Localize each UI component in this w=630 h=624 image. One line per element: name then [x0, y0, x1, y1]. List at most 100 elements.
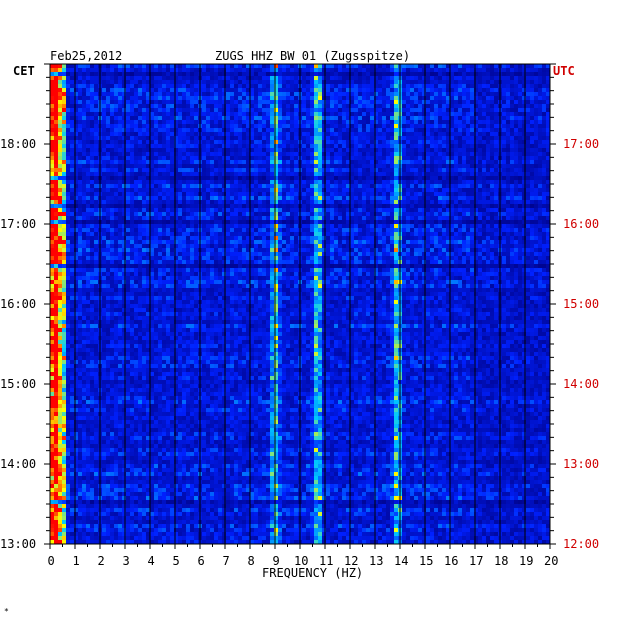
spectrogram-cell: [362, 92, 367, 96]
spectrogram-cell: [258, 188, 263, 192]
spectrogram-cell: [346, 180, 351, 184]
spectrogram-cell: [150, 200, 155, 204]
spectrogram-cell: [374, 220, 379, 224]
spectrogram-cell: [78, 68, 83, 72]
spectrogram-cell: [186, 180, 191, 184]
spectrogram-cell: [378, 180, 383, 184]
spectrogram-cell: [94, 172, 99, 176]
spectrogram-cell: [154, 120, 159, 124]
spectrogram-cell: [110, 96, 115, 100]
spectrogram-cell: [94, 100, 99, 104]
spectrogram-cell: [322, 140, 327, 144]
spectrogram-cell: [454, 72, 459, 76]
spectrogram-cell: [258, 176, 263, 180]
spectrogram-cell: [210, 108, 215, 112]
spectrogram-cell: [510, 156, 515, 160]
spectrogram-cell: [206, 160, 211, 164]
spectrogram-cell: [286, 200, 291, 204]
spectrogram-cell: [254, 148, 259, 152]
spectrogram-cell: [250, 208, 255, 212]
spectrogram-cell: [90, 216, 95, 220]
spectrogram-cell: [150, 108, 155, 112]
spectrogram-cell: [138, 100, 143, 104]
spectrogram-cell: [142, 140, 147, 144]
spectrogram-cell: [102, 96, 107, 100]
spectrogram-cell: [334, 64, 339, 68]
spectrogram-cell: [214, 92, 219, 96]
spectrogram-cell: [422, 72, 427, 76]
spectrogram-cell: [506, 160, 511, 164]
spectrogram-cell: [358, 208, 363, 212]
spectrogram-cell: [134, 136, 139, 140]
spectrogram-cell: [494, 156, 499, 160]
spectrogram-cell: [514, 108, 519, 112]
spectrogram-cell: [242, 180, 247, 184]
spectrogram-cell: [90, 112, 95, 116]
spectrogram-cell: [362, 204, 367, 208]
spectrogram-cell: [58, 172, 63, 176]
spectrogram-cell: [450, 84, 455, 88]
spectrogram-cell: [534, 172, 539, 176]
spectrogram-cell: [490, 168, 495, 172]
spectrogram-cell: [462, 96, 467, 100]
spectrogram-cell: [242, 108, 247, 112]
spectrogram-cell: [506, 208, 511, 212]
spectrogram-cell: [294, 80, 299, 84]
spectrogram-cell: [90, 176, 95, 180]
spectrogram-cell: [482, 88, 487, 92]
spectrogram-cell: [342, 212, 347, 216]
spectrogram-cell: [354, 176, 359, 180]
spectrogram-cell: [214, 96, 219, 100]
spectrogram-cell: [418, 220, 423, 224]
spectrogram-cell: [526, 108, 531, 112]
spectrogram-cell: [446, 204, 451, 208]
spectrogram-cell: [358, 92, 363, 96]
spectrogram-cell: [158, 164, 163, 168]
spectrogram-cell: [270, 132, 275, 136]
spectrogram-cell: [62, 124, 67, 128]
spectrogram-cell: [530, 108, 535, 112]
spectrogram-cell: [62, 168, 67, 172]
spectrogram-cell: [94, 72, 99, 76]
spectrogram-cell: [182, 144, 187, 148]
spectrogram-cell: [334, 124, 339, 128]
spectrogram-cell: [442, 132, 447, 136]
spectrogram-cell: [202, 144, 207, 148]
spectrogram-cell: [130, 184, 135, 188]
spectrogram-cell: [386, 116, 391, 120]
spectrogram-cell: [518, 152, 523, 156]
spectrogram-cell: [218, 104, 223, 108]
spectrogram-cell: [174, 188, 179, 192]
spectrogram-cell: [446, 64, 451, 68]
spectrogram-cell: [242, 212, 247, 216]
spectrogram-cell: [202, 172, 207, 176]
spectrogram-cell: [430, 120, 435, 124]
spectrogram-cell: [406, 172, 411, 176]
spectrogram-cell: [282, 156, 287, 160]
spectrogram-cell: [94, 168, 99, 172]
spectrogram-cell: [526, 104, 531, 108]
spectrogram-cell: [534, 116, 539, 120]
spectrogram-cell: [494, 176, 499, 180]
spectrogram-cell: [194, 172, 199, 176]
spectrogram-cell: [302, 140, 307, 144]
spectrogram-cell: [490, 136, 495, 140]
spectrogram-cell: [182, 100, 187, 104]
spectrogram-cell: [310, 84, 315, 88]
spectrogram-cell: [286, 76, 291, 80]
spectrogram-cell: [170, 108, 175, 112]
spectrogram-cell: [546, 144, 551, 148]
spectrogram-cell: [126, 64, 131, 68]
spectrogram-cell: [426, 84, 431, 88]
spectrogram-cell: [54, 208, 59, 212]
spectrogram-cell: [262, 168, 267, 172]
spectrogram-cell: [534, 124, 539, 128]
spectrogram-cell: [390, 136, 395, 140]
spectrogram-cell: [478, 76, 483, 80]
spectrogram-cell: [374, 132, 379, 136]
spectrogram-cell: [346, 196, 351, 200]
spectrogram-cell: [274, 208, 279, 212]
spectrogram-cell: [162, 192, 167, 196]
spectrogram-cell: [118, 216, 123, 220]
spectrogram-cell: [502, 156, 507, 160]
